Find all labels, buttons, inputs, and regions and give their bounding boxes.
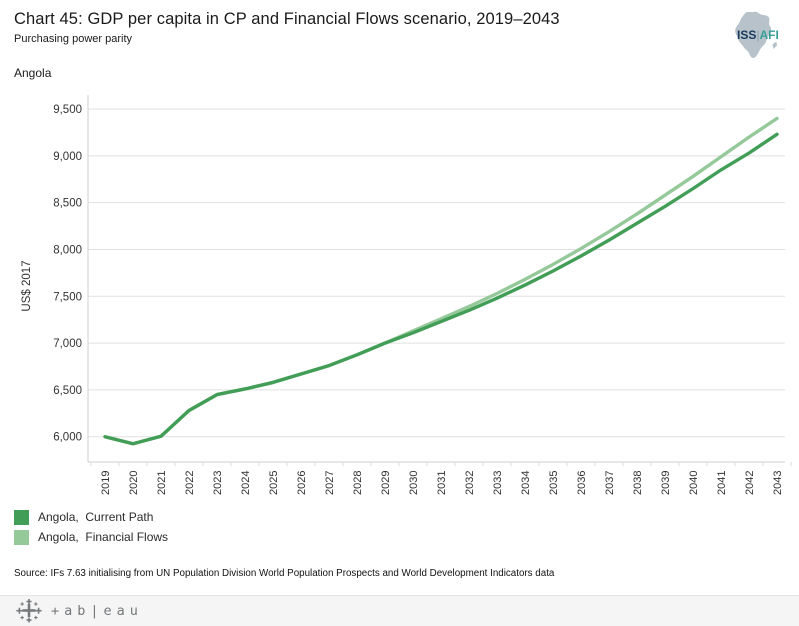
x-tick-label: 2043 (772, 471, 784, 495)
legend-item-financial-flows[interactable]: Angola, Financial Flows (14, 527, 168, 547)
source-attribution: Source: IFs 7.63 initialising from UN Po… (14, 568, 555, 579)
line-chart-canvas[interactable]: 6,000 6,500 7,000 7,500 8,000 8,500 9,000 9,500… (0, 90, 799, 502)
chart-title: Chart 45: GDP per capita in CP and Finan… (14, 10, 560, 28)
x-tick-label: 2042 (744, 471, 756, 495)
x-tick-label: 2024 (240, 471, 252, 495)
region-label: Angola (14, 66, 52, 80)
x-tick-label: 2022 (184, 471, 196, 495)
y-tick-label: 6,500 (53, 385, 82, 397)
x-tick-label: 2040 (688, 471, 700, 495)
legend-label-financial-flows: Angola, Financial Flows (38, 530, 169, 544)
x-tick-label: 2021 (156, 471, 168, 495)
x-tick-label: 2027 (324, 471, 336, 495)
legend-swatch-financial-flows (14, 529, 29, 545)
legend-swatch-current-path (14, 509, 29, 525)
x-tick-label: 2032 (464, 471, 476, 495)
chart-legend: Angola, Current Path Angola, Financial F… (14, 507, 168, 547)
x-tick-label: 2026 (296, 471, 308, 495)
x-tick-label: 2031 (436, 471, 448, 495)
x-tick-label: 2038 (632, 471, 644, 495)
tableau-plus-icon (16, 599, 42, 623)
iss-afi-logo: ISS|AFI (719, 10, 791, 62)
logo-afi-text: AFI (759, 28, 779, 42)
logo-iss-text: ISS (737, 28, 757, 42)
tableau-wordmark: +ab|eau (51, 603, 143, 619)
x-tick-label: 2033 (492, 471, 504, 495)
x-tick-label: 2030 (408, 471, 420, 495)
y-tick-label: 7,000 (53, 338, 82, 350)
y-tick-label: 9,500 (53, 104, 82, 116)
x-tick-label: 2041 (716, 471, 728, 495)
y-tick-label: 7,500 (53, 291, 82, 303)
x-tick-label: 2037 (604, 471, 616, 495)
legend-label-current-path: Angola, Current Path (38, 510, 154, 524)
y-axis-title: US$ 2017 (21, 260, 33, 311)
x-tick-label: 2020 (128, 471, 140, 495)
x-tick-label: 2039 (660, 471, 672, 495)
x-tick-label: 2028 (352, 471, 364, 495)
legend-item-current-path[interactable]: Angola, Current Path (14, 507, 168, 527)
logo-divider: | (756, 28, 760, 42)
x-tick-label: 2029 (380, 471, 392, 495)
x-tick-label: 2025 (268, 471, 280, 495)
series-line[interactable] (103, 116, 779, 446)
tableau-logo[interactable]: +ab|eau (16, 599, 143, 623)
y-tick-label: 8,500 (53, 198, 82, 210)
x-tick-label: 2035 (548, 471, 560, 495)
x-tick-label: 2023 (212, 471, 224, 495)
x-tick-label: 2019 (100, 471, 112, 495)
x-tick-label: 2034 (520, 471, 532, 495)
chart-subtitle: Purchasing power parity (14, 33, 133, 45)
logo-wordmark: ISS|AFI (737, 29, 779, 41)
y-tick-label: 8,000 (53, 244, 82, 256)
x-tick-label: 2036 (576, 471, 588, 495)
series-line[interactable] (103, 132, 779, 446)
africa-map-icon (735, 11, 778, 58)
y-tick-label: 9,000 (53, 151, 82, 163)
y-tick-label: 6,000 (53, 432, 82, 444)
tableau-footer-bar: +ab|eau (0, 595, 799, 626)
